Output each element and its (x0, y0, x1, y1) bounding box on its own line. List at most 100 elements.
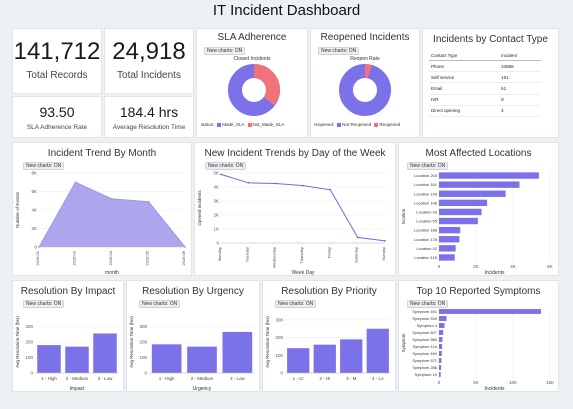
contact-type-table: Contact Type Incident Phone 24568 Self ser… (429, 51, 541, 117)
reopened-legend: reopened: Not Reopened Reopened (314, 122, 400, 127)
y-tick-label: Location 161 (414, 182, 438, 187)
col-header-incident[interactable]: Incident (499, 51, 541, 61)
table-row: Email 61 (429, 82, 541, 95)
kpi-avg-resolution-value: 184.4 hrs (119, 104, 179, 120)
reopened-title: Reopened Incidents (320, 32, 410, 43)
monthly-trend-title: Incident Trend By Month (47, 148, 157, 159)
bar (439, 323, 445, 328)
reopened-legend-title: reopened: (314, 122, 335, 128)
bar (439, 236, 460, 243)
x-tick-label: Saturday (354, 247, 359, 263)
urgency-new-charts-toggle[interactable]: New charts: ON (139, 300, 181, 308)
x-tick-label: 2016.05 (145, 250, 150, 265)
priority-new-charts-toggle[interactable]: New charts: ON (275, 300, 317, 308)
sla-adherence-panel: SLA Adherence New charts: ON Closed Inci… (196, 28, 308, 138)
x-tick-label: 3 - Low (98, 376, 114, 381)
sla-legend-not-made: Not_Made_SLA (252, 122, 285, 128)
bar (37, 345, 61, 373)
kpi-total-records-value: 141,712 (13, 38, 101, 65)
y-tick-label: 100 (139, 355, 147, 360)
x-tick-label: 2016.04 (108, 250, 113, 265)
bar (439, 365, 442, 370)
y-tick-label: 2K (31, 226, 37, 231)
bar (287, 348, 310, 373)
incident-count-cell: 4 (499, 105, 541, 117)
y-tick-label: Location 178 (414, 237, 438, 242)
symptoms-panel: Top 10 Reported Symptoms New charts: ON … (398, 280, 559, 392)
y-axis-label: Avg Resolution Time (hrs) (15, 316, 20, 368)
urgency-title: Resolution By Urgency (142, 286, 244, 297)
y-tick-label: 3K (213, 199, 219, 204)
y-tick-label: Symptom 116 (413, 344, 438, 349)
affected-new-charts-toggle[interactable]: New charts: ON (407, 162, 449, 170)
data-point (247, 181, 250, 184)
y-tick-label: Location 204 (414, 173, 438, 178)
reopened-panel: Reopened Incidents New charts: ON Reopen… (310, 28, 420, 138)
y-tick-label: Location 93 (416, 209, 437, 214)
bar (439, 309, 541, 314)
monthly-trend-chart: 0 2K 4K 6K 8K Number of Events month 2016.02 201… (15, 171, 186, 276)
y-tick-label: 300 (275, 317, 283, 322)
y-tick-label: 200 (139, 340, 147, 345)
y-axis-label: Avg Resolution Time (hrs) (129, 316, 134, 368)
table-row: Self service 161 (429, 71, 541, 84)
sla-slice-not-made (228, 64, 280, 116)
reopened-legend-swatch-not (337, 122, 342, 127)
y-tick-label: Symptom 607 (412, 330, 437, 335)
dow-new-charts-toggle[interactable]: New charts: ON (205, 162, 247, 170)
affected-locations-panel: Most Affected Locations New charts: ON 0… (398, 142, 559, 276)
bar (187, 346, 217, 373)
x-tick-label: Sunday (381, 247, 386, 261)
y-tick-label: Symptom 580 (412, 337, 437, 342)
weekday-trend-panel: New Incident Trends by Day of the Week N… (194, 142, 396, 276)
bar (439, 254, 455, 261)
x-axis-label: Incidents (484, 386, 505, 392)
incident-count-cell: 24568 (499, 60, 541, 73)
y-tick-label: Location 108 (414, 200, 438, 205)
weekday-trend-chart: 0 1K 2K 3K 4K 5K Opened Incidents Week Day Monda… (197, 171, 386, 276)
trend-new-charts-toggle[interactable]: New charts: ON (23, 162, 65, 170)
kpi-total-records: 141,712 Total Records (12, 28, 102, 94)
x-axis-label: Urgency (193, 386, 212, 392)
y-tick-label: 1K (213, 227, 219, 232)
y-tick-label: Location 55 (416, 219, 437, 224)
data-point (356, 236, 359, 239)
sla-legend-swatch-not-made (247, 122, 252, 127)
bar (439, 217, 478, 225)
x-tick-label: 2 - Medium (191, 376, 214, 381)
x-tick-label: Tuesday (244, 247, 249, 262)
data-point (147, 200, 150, 203)
data-point (220, 173, 222, 176)
data-point (274, 182, 277, 185)
reopened-new-charts-toggle[interactable]: New charts: ON (318, 47, 360, 55)
kpi-sla-rate-value: 93.50 (39, 104, 75, 120)
data-point (302, 184, 304, 187)
bar (439, 316, 447, 321)
y-tick-label: Symptom 10 (415, 372, 438, 377)
y-axis-label: Opened Incidents (197, 190, 202, 226)
symptoms-new-charts-toggle[interactable]: New charts: ON (407, 300, 449, 308)
sla-new-charts-toggle[interactable]: New charts: ON (204, 47, 246, 55)
weekday-trend-title: New Incident Trends by Day of the Week (204, 148, 386, 159)
data-point (74, 181, 77, 184)
bar (151, 344, 182, 373)
bar (366, 328, 389, 373)
table-row: IVR 9 (429, 94, 541, 106)
data-point (384, 240, 386, 242)
col-header-contact-type[interactable]: Contact Type (429, 51, 500, 61)
priority-panel: Resolution By Priority New charts: ON 0 1… (262, 280, 396, 392)
x-tick-label: 10K (509, 380, 517, 385)
symptoms-title: Top 10 Reported Symptoms (416, 286, 541, 297)
contact-type-panel: Incidents by Contact Type Contact Type I… (422, 28, 559, 138)
priority-title: Resolution By Priority (281, 286, 377, 297)
kpi-avg-resolution: 184.4 hrs Average Resolution Time (104, 96, 194, 138)
y-tick-label: 0 (34, 245, 37, 250)
sla-subtitle: Closed Incidents (233, 56, 271, 62)
impact-new-charts-toggle[interactable]: New charts: ON (23, 300, 65, 308)
y-tick-label: 4K (213, 185, 219, 190)
bar (439, 358, 442, 363)
impact-chart: 0 100 200 300 Avg Resolution Time (hrs) Impac… (15, 316, 119, 391)
y-tick-label: Symptom 534 (412, 316, 437, 321)
data-point (329, 188, 332, 191)
x-tick-label: 0 (438, 264, 441, 269)
